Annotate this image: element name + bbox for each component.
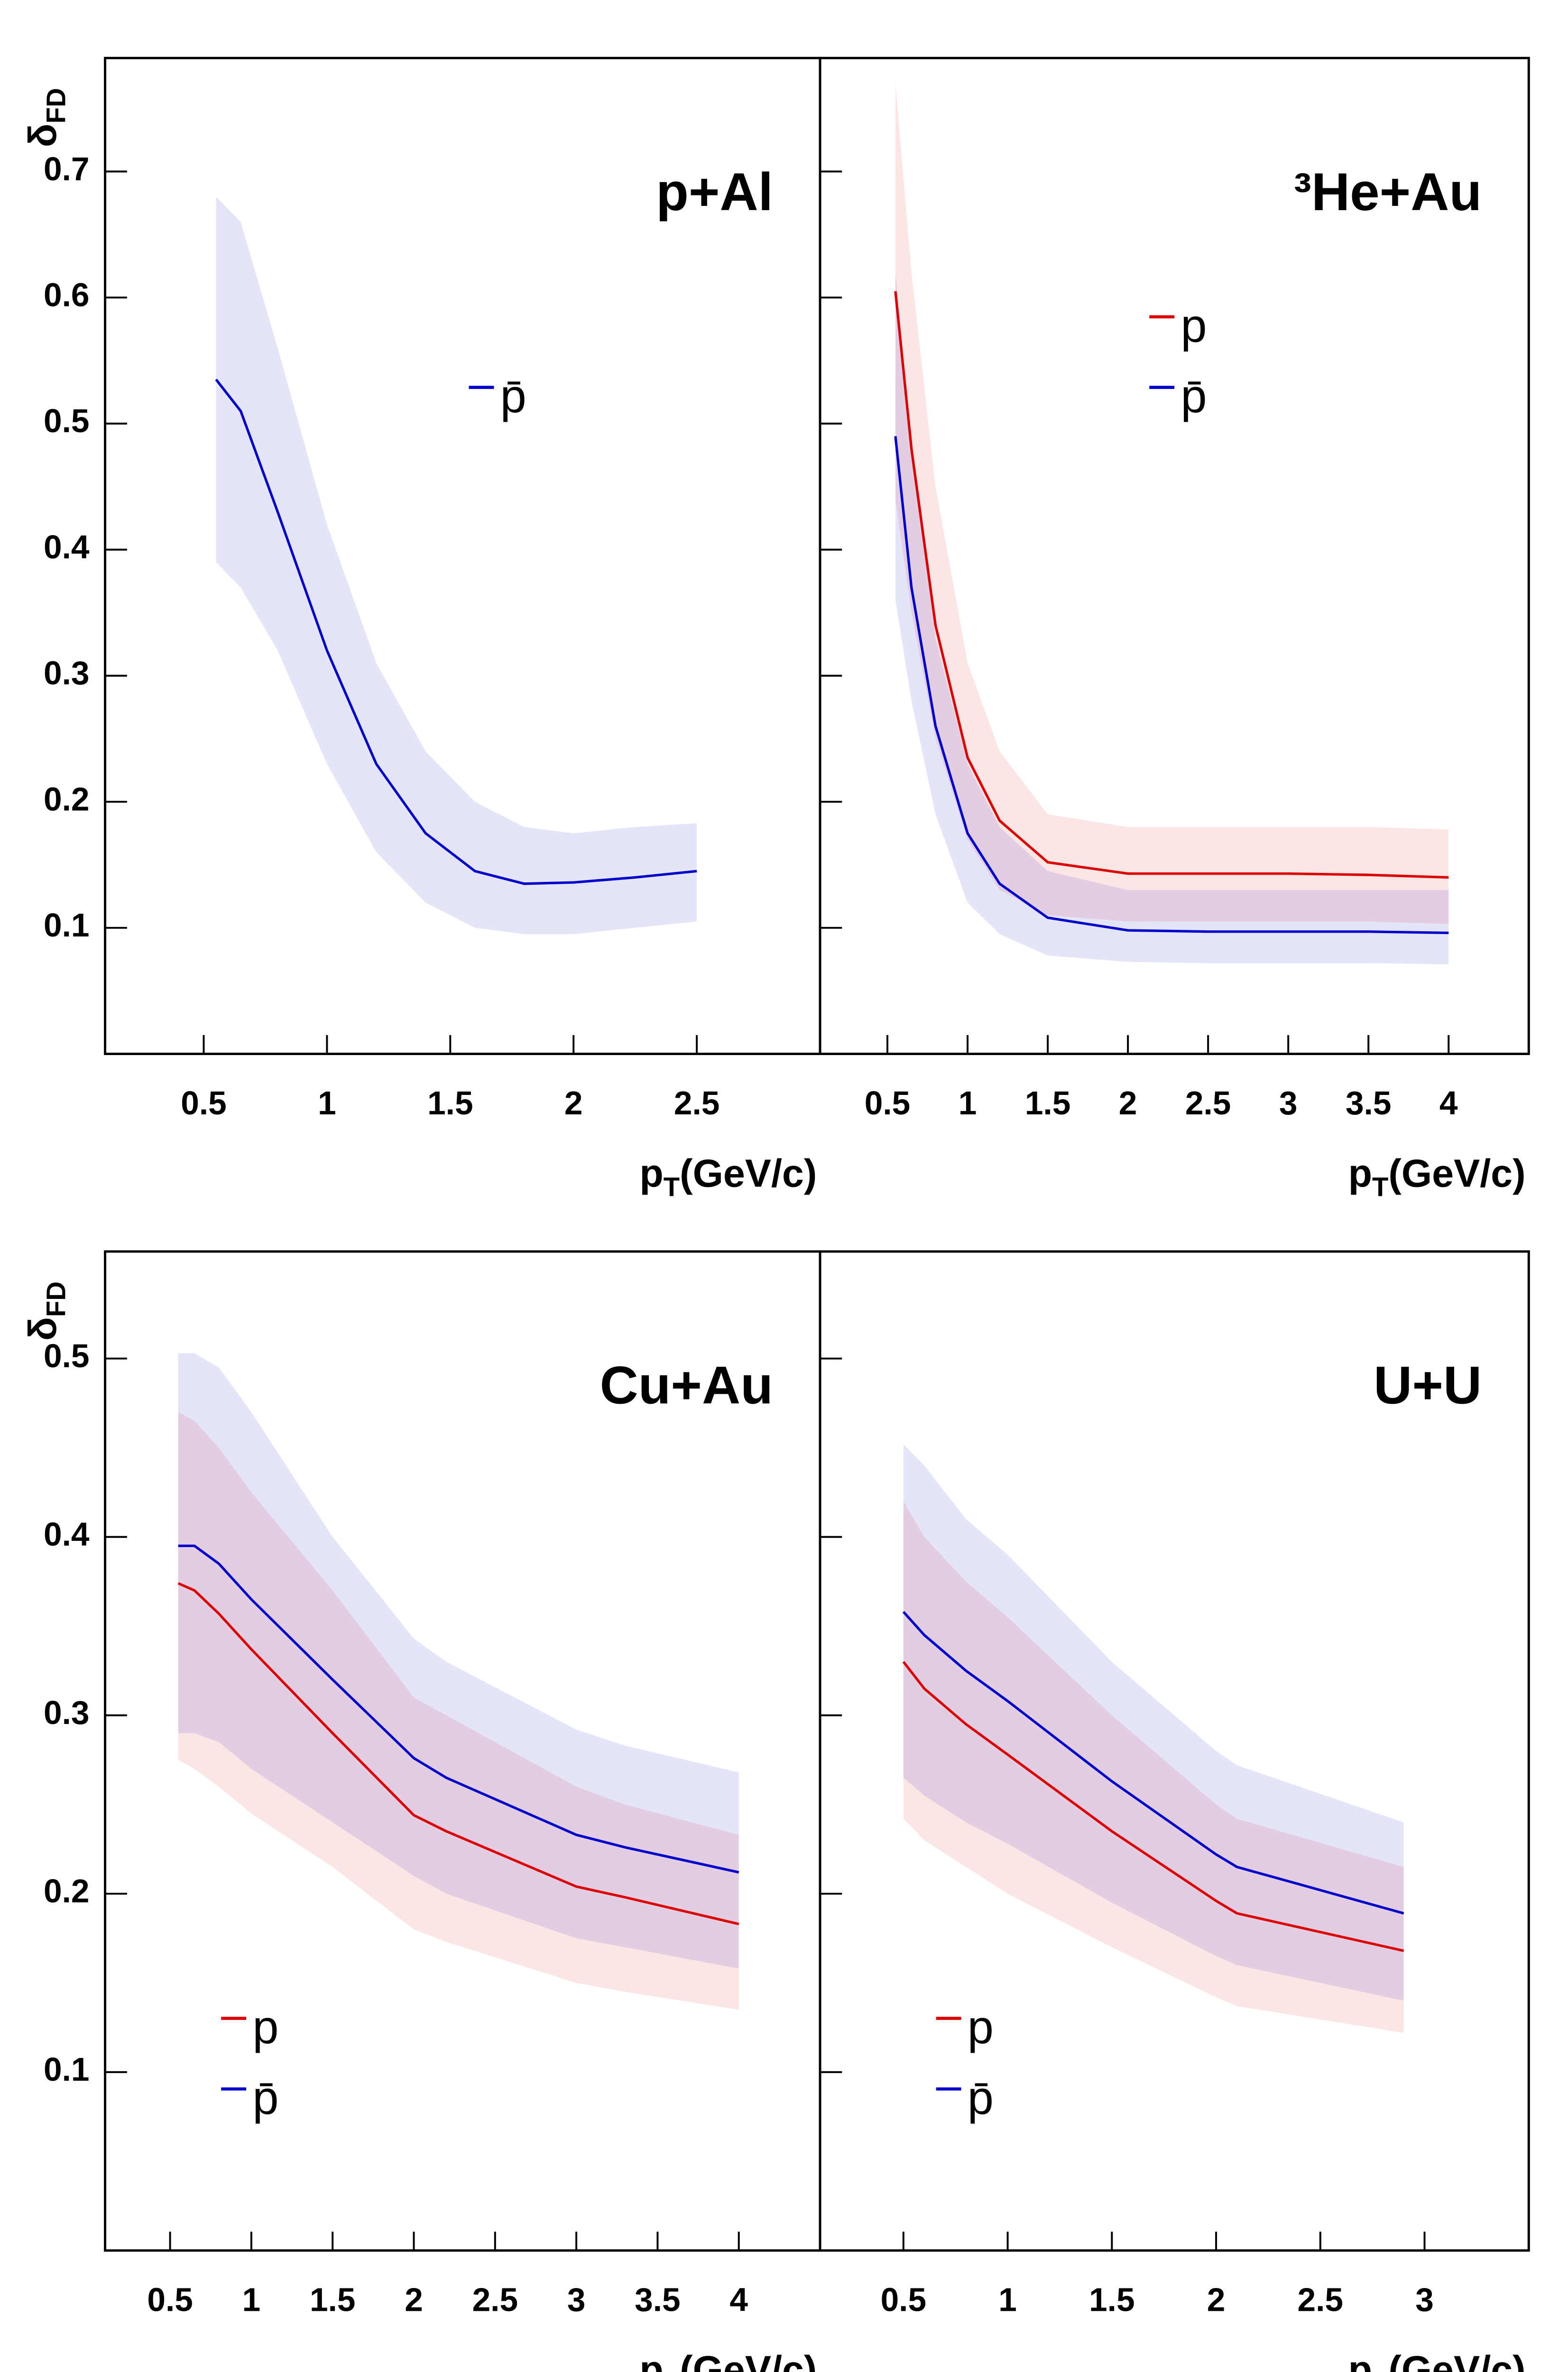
uncertainty-band bbox=[216, 196, 697, 935]
axis-label-sub: T bbox=[1372, 1172, 1388, 1202]
x-tick-label: 1 bbox=[318, 1084, 336, 1121]
uncertainty-band bbox=[895, 272, 1449, 964]
series-line bbox=[177, 1582, 739, 1926]
x-tick-label: 2 bbox=[1119, 1084, 1137, 1121]
panel-title: U+U bbox=[1374, 1355, 1482, 1415]
panel: 0.511.522.53U+UpT(GeV/c)pp̄ bbox=[819, 1250, 1530, 2372]
plot-frame bbox=[819, 1250, 1530, 2252]
y-tick-label: 0.7 bbox=[44, 150, 89, 187]
legend-label: p bbox=[1181, 299, 1207, 352]
panel-title: Cu+Au bbox=[600, 1355, 773, 1415]
axis-label-main: p bbox=[1348, 2348, 1372, 2372]
axis-label-main: p bbox=[639, 1151, 663, 1195]
x-tick-label: 1.5 bbox=[1089, 2281, 1134, 2318]
x-tick-label: 3 bbox=[567, 2281, 586, 2318]
x-tick-label: 1 bbox=[242, 2281, 261, 2318]
x-tick-label: 1.5 bbox=[427, 1084, 473, 1121]
x-tick-label: 2 bbox=[405, 2281, 423, 2318]
legend-label: p bbox=[252, 2001, 278, 2054]
x-tick-label: 2.5 bbox=[1298, 2281, 1343, 2318]
axis-label-main: p bbox=[639, 2348, 663, 2372]
axis-label-rest: (GeV/c) bbox=[680, 2348, 817, 2372]
legend-label: p̄ bbox=[500, 370, 526, 423]
x-tick-label: 1 bbox=[998, 2281, 1017, 2318]
x-tick-label: 1.5 bbox=[1025, 1084, 1070, 1121]
uncertainty-band bbox=[903, 1501, 1404, 2033]
y-tick-label: 0.6 bbox=[44, 277, 89, 314]
axis-label: δFD bbox=[20, 88, 71, 147]
legend-label: p bbox=[968, 2001, 994, 2054]
y-tick-label: 0.4 bbox=[44, 1516, 90, 1553]
x-tick-label: 2.5 bbox=[472, 2281, 518, 2318]
series-line bbox=[178, 1544, 739, 1874]
x-tick-label: 1.5 bbox=[310, 2281, 355, 2318]
x-tick-label: 2.5 bbox=[1185, 1084, 1231, 1121]
axis-label-main: δ bbox=[20, 1317, 65, 1341]
x-tick-label: 0.5 bbox=[865, 1084, 910, 1121]
x-tick-label: 2.5 bbox=[674, 1084, 719, 1121]
axis-label: pT(GeV/c) bbox=[1348, 1151, 1526, 1201]
axis-label-rest: (GeV/c) bbox=[1388, 1151, 1525, 1195]
x-tick-label: 3 bbox=[1279, 1084, 1298, 1121]
uncertainty-band bbox=[178, 1412, 739, 2010]
series-line bbox=[902, 1611, 1404, 1915]
y-tick-label: 0.4 bbox=[44, 528, 90, 565]
axis-label: pT(GeV/c) bbox=[639, 2348, 817, 2372]
x-tick-label: 0.5 bbox=[181, 1084, 226, 1121]
uncertainty-band bbox=[903, 1444, 1404, 2001]
plot-frame bbox=[819, 56, 1530, 1056]
axis-label-main: δ bbox=[20, 123, 65, 147]
x-tick-label: 3.5 bbox=[1346, 1084, 1391, 1121]
uncertainty-band bbox=[178, 1353, 739, 1969]
y-tick-label: 0.3 bbox=[44, 655, 89, 692]
panel: 0.5 1 1.5 2 2.5 3 3.5 4 0.1 0.2 0.3 0.4 0.5 Cu+Au δFD p… bbox=[20, 1250, 821, 2372]
series-line bbox=[215, 379, 697, 885]
series-line bbox=[894, 436, 1449, 935]
axis-label-sub: FD bbox=[41, 1281, 71, 1317]
series-line bbox=[894, 291, 1449, 879]
x-tick-label: 2 bbox=[1207, 2281, 1226, 2318]
y-tick-label: 0.5 bbox=[44, 402, 89, 439]
axis-label-sub: T bbox=[1372, 2368, 1388, 2372]
axis-label: pT(GeV/c) bbox=[639, 1151, 817, 1201]
axis-label-sub: T bbox=[664, 2368, 680, 2372]
legend-label: p̄ bbox=[252, 2072, 278, 2124]
y-tick-label: 0.1 bbox=[44, 2051, 89, 2088]
y-tick-label: 0.1 bbox=[44, 907, 89, 944]
series-line bbox=[902, 1661, 1404, 1952]
axis-label: pT(GeV/c) bbox=[1348, 2348, 1526, 2372]
x-tick-label: 4 bbox=[1439, 1084, 1458, 1121]
uncertainty-band bbox=[895, 83, 1449, 924]
y-tick-label: 0.2 bbox=[44, 1872, 89, 1909]
y-tick-label: 0.3 bbox=[44, 1694, 89, 1731]
legend-label: p̄ bbox=[1181, 370, 1207, 423]
panel-title: ³He+Au bbox=[1294, 162, 1482, 222]
y-tick-label: 0.2 bbox=[44, 780, 89, 817]
axis-label: δFD bbox=[20, 1281, 71, 1341]
axis-label-rest: (GeV/c) bbox=[1388, 2348, 1525, 2372]
panel: 0.5 1 1.5 2 2.5 0.1 0.2 0.3 0.4 0.5 0.6 0.7 p+Al δFD p… bbox=[20, 56, 821, 1202]
axis-label-sub: FD bbox=[41, 88, 71, 123]
panel-title: p+Al bbox=[656, 162, 773, 222]
y-tick-label: 0.5 bbox=[44, 1337, 89, 1374]
legend-label: p̄ bbox=[968, 2072, 994, 2124]
x-tick-label: 0.5 bbox=[881, 2281, 926, 2318]
axis-label-main: p bbox=[1348, 1151, 1372, 1195]
x-tick-label: 3.5 bbox=[635, 2281, 680, 2318]
x-tick-label: 2 bbox=[564, 1084, 583, 1121]
x-tick-label: 1 bbox=[959, 1084, 977, 1121]
axis-label-rest: (GeV/c) bbox=[680, 1151, 817, 1195]
x-tick-label: 4 bbox=[729, 2281, 748, 2318]
axis-label-sub: T bbox=[664, 1172, 680, 1202]
x-tick-label: 3 bbox=[1415, 2281, 1434, 2318]
x-tick-label: 0.5 bbox=[147, 2281, 193, 2318]
